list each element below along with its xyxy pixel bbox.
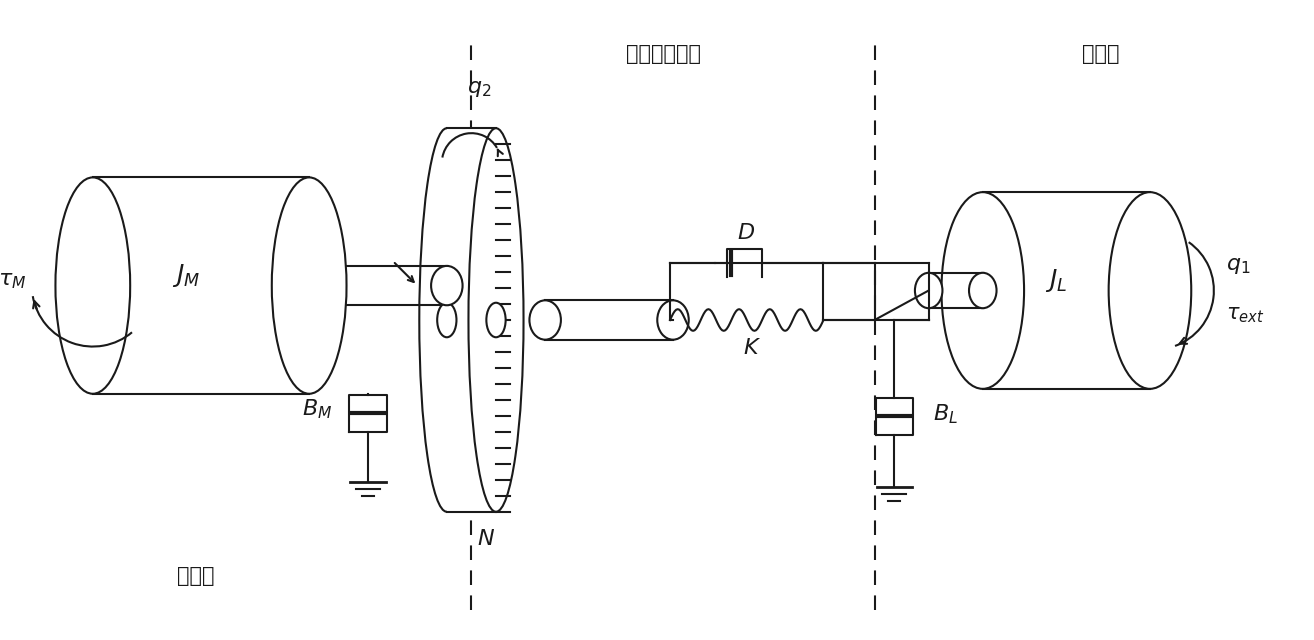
Ellipse shape [968,273,996,308]
Ellipse shape [419,128,474,512]
Polygon shape [983,192,1150,389]
Text: $D$: $D$ [737,223,754,243]
Polygon shape [545,300,673,340]
Text: $J_L$: $J_L$ [1046,267,1067,294]
Ellipse shape [486,303,506,337]
Ellipse shape [438,303,456,337]
Polygon shape [447,128,495,512]
Ellipse shape [941,192,1024,389]
Text: 电机端: 电机端 [177,566,214,586]
Ellipse shape [915,273,942,308]
Text: $B_M$: $B_M$ [302,397,332,421]
Text: $J_M$: $J_M$ [172,262,200,289]
Polygon shape [929,273,983,308]
Ellipse shape [293,266,325,305]
Polygon shape [309,266,447,305]
Text: 柔性传动机构: 柔性传动机构 [625,45,700,65]
Text: $K$: $K$ [742,337,761,358]
Text: $B_L$: $B_L$ [933,403,958,426]
Polygon shape [93,177,309,394]
Ellipse shape [530,300,561,340]
Ellipse shape [272,177,347,394]
Text: $q_2$: $q_2$ [466,79,491,99]
Ellipse shape [1109,192,1192,389]
Ellipse shape [431,266,463,305]
Text: 负载端: 负载端 [1081,45,1120,65]
Ellipse shape [469,128,523,512]
Text: $q_1$: $q_1$ [1226,256,1250,276]
Text: $\tau_{ext}$: $\tau_{ext}$ [1226,305,1264,325]
Text: $N$: $N$ [477,529,495,549]
Ellipse shape [657,300,689,340]
Text: $\tau_M$: $\tau_M$ [0,271,26,291]
Ellipse shape [55,177,130,394]
